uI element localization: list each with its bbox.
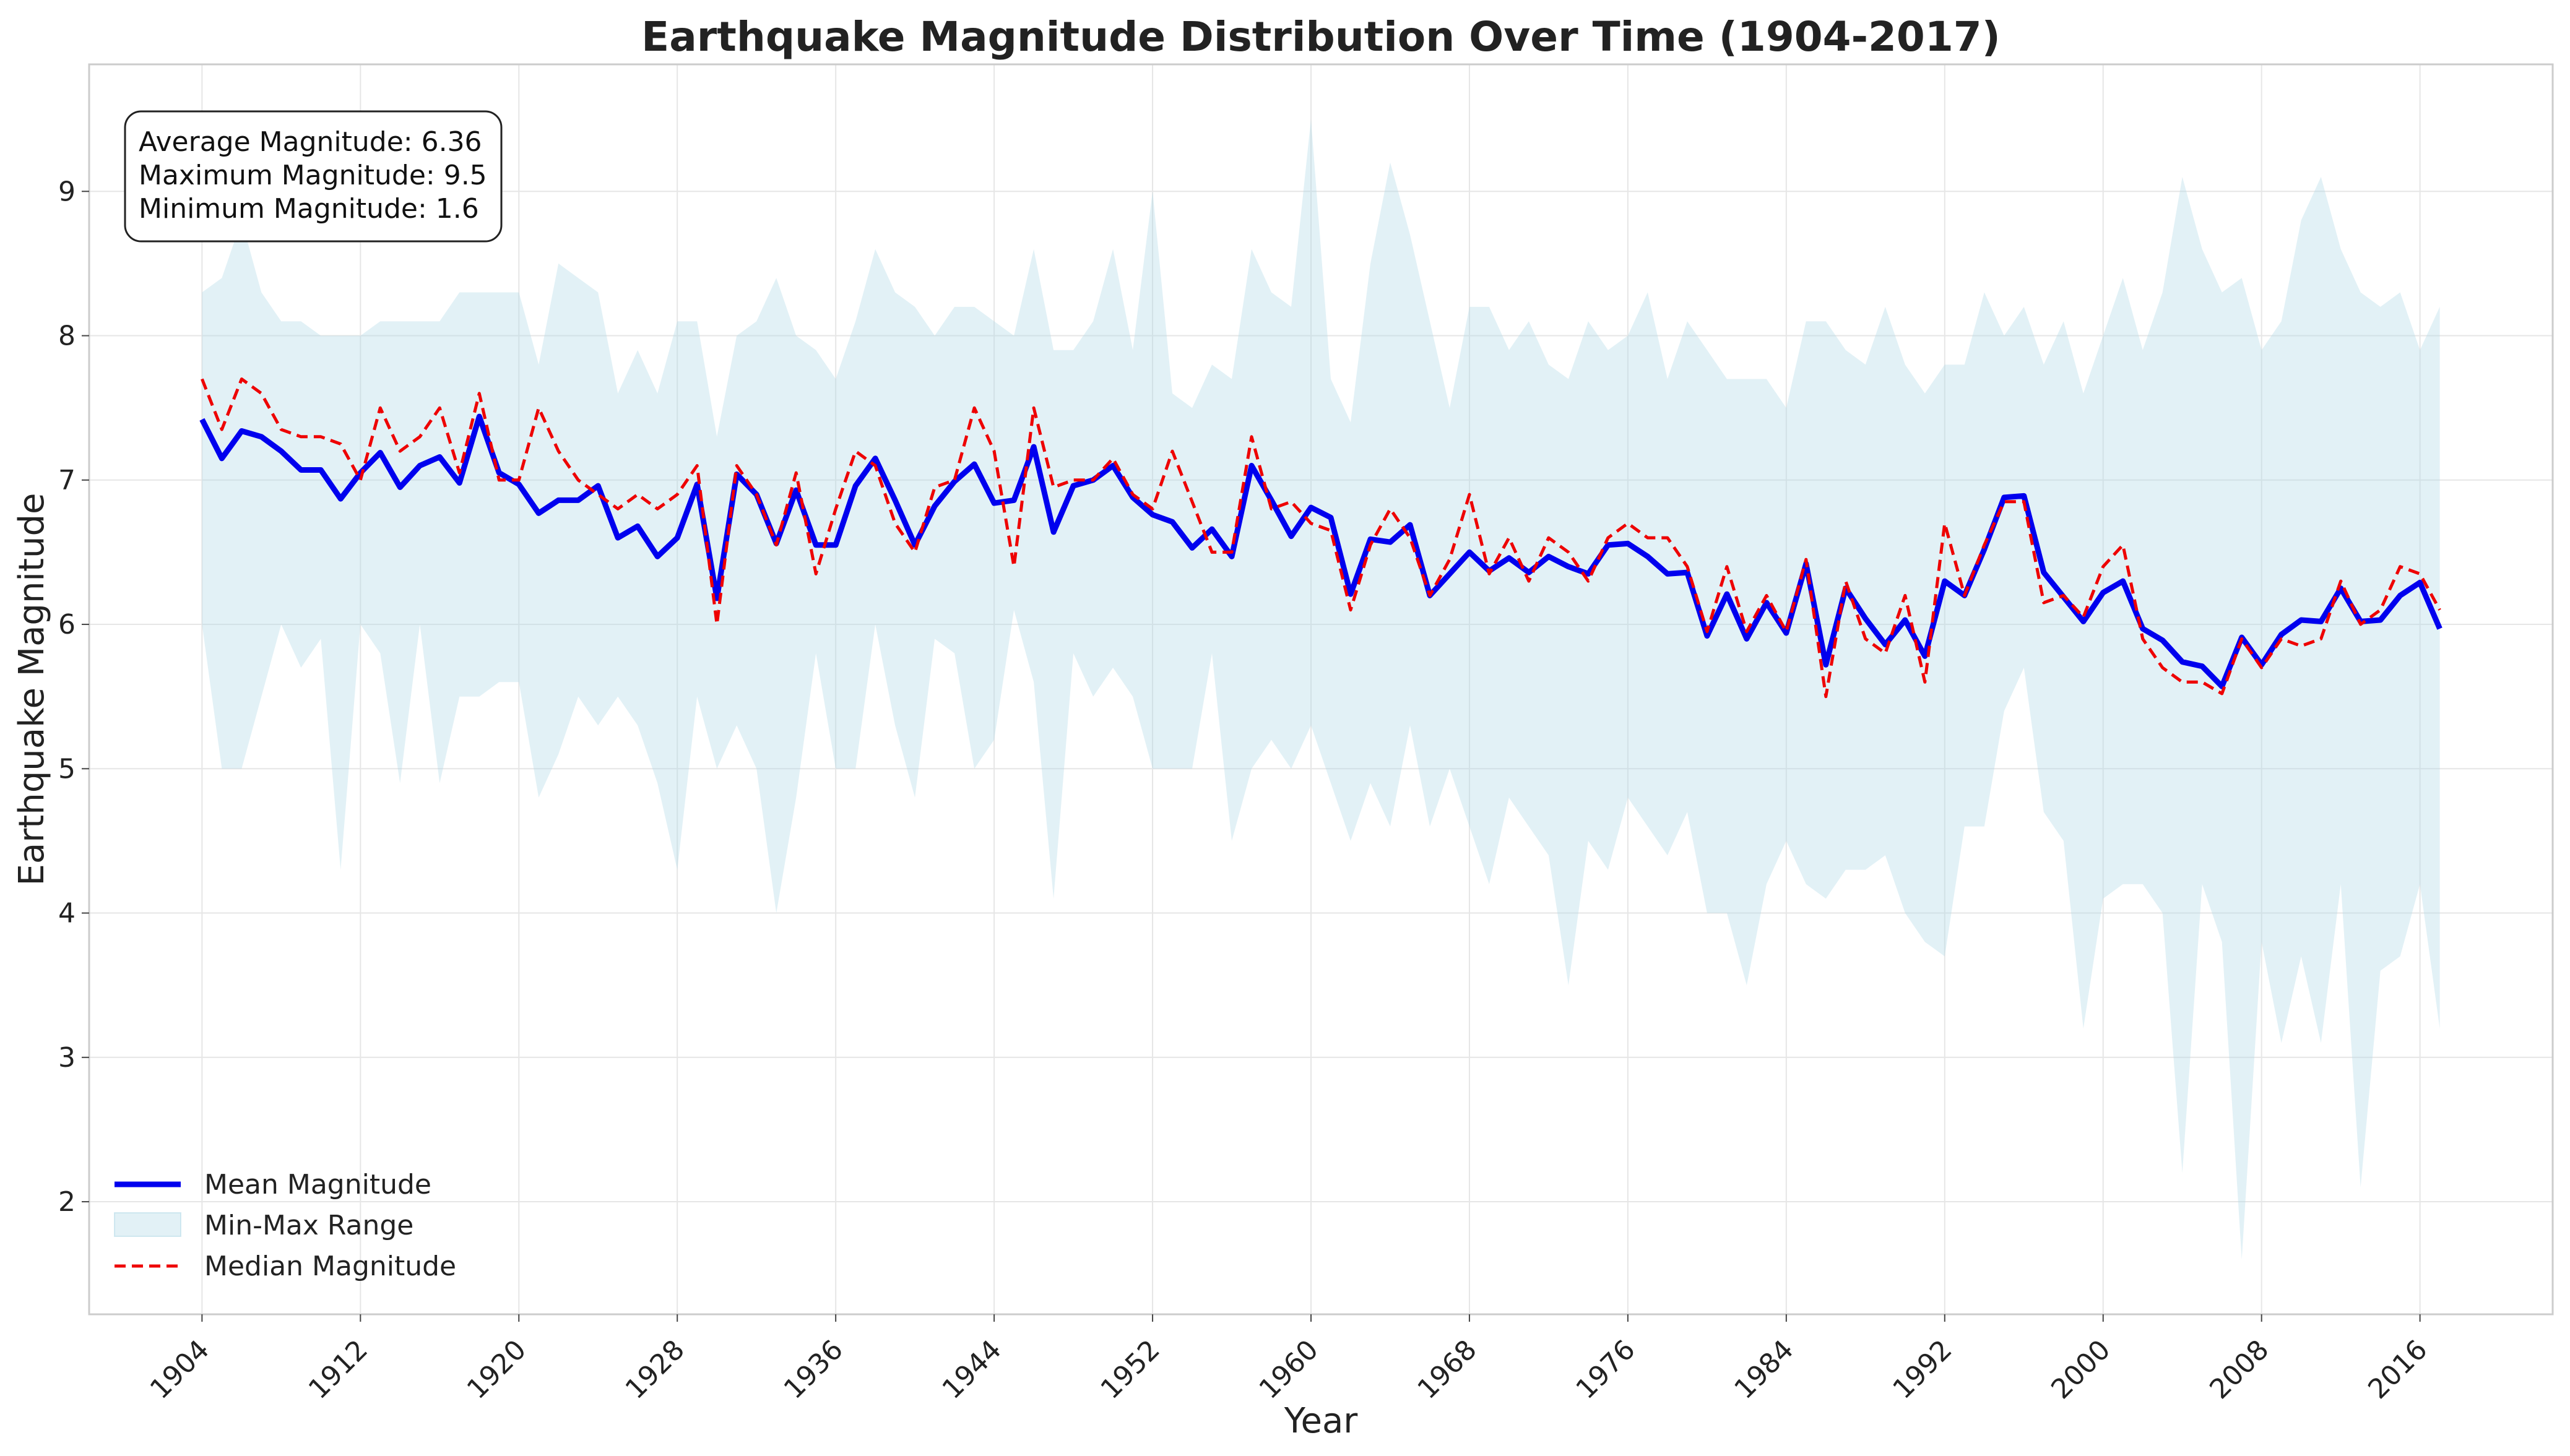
x-tick-label: 1984 bbox=[1728, 1334, 1799, 1405]
legend: Mean Magnitude Min-Max Range Median Magn… bbox=[114, 1169, 456, 1282]
y-axis-title: Earthquake Magnitude bbox=[12, 493, 52, 886]
x-tick-label: 1960 bbox=[1253, 1334, 1325, 1405]
x-tick-label: 1904 bbox=[144, 1334, 215, 1405]
stats-box: Average Magnitude: 6.36 Maximum Magnitud… bbox=[124, 110, 503, 243]
y-tick-label: 4 bbox=[58, 898, 76, 929]
chart-title: Earthquake Magnitude Distribution Over T… bbox=[641, 13, 2001, 61]
x-tick-label: 1968 bbox=[1411, 1334, 1482, 1405]
x-tick-label: 2016 bbox=[2362, 1334, 2433, 1405]
x-tick-label: 1928 bbox=[620, 1334, 691, 1405]
stats-maximum: Maximum Magnitude: 9.5 bbox=[139, 160, 487, 191]
y-tick-label: 9 bbox=[58, 176, 76, 207]
legend-mean-label: Mean Magnitude bbox=[204, 1169, 431, 1200]
min-max-range-area bbox=[202, 119, 2440, 1260]
median-magnitude-line bbox=[201, 377, 2441, 699]
plot-frame bbox=[88, 63, 2554, 1316]
x-tick-label: 2000 bbox=[2045, 1334, 2116, 1405]
y-tick-label: 5 bbox=[58, 753, 76, 785]
x-tick-label: 1920 bbox=[461, 1334, 532, 1405]
y-tick-label: 2 bbox=[58, 1186, 76, 1218]
x-tick-label: 1992 bbox=[1887, 1334, 1958, 1405]
stats-average: Average Magnitude: 6.36 bbox=[139, 126, 482, 158]
stats-box-frame bbox=[124, 110, 503, 243]
x-tick-label: 1944 bbox=[937, 1334, 1008, 1405]
legend-range-label: Min-Max Range bbox=[204, 1210, 413, 1241]
x-tick-label: 1976 bbox=[1570, 1334, 1641, 1405]
x-tick-label: 1936 bbox=[778, 1334, 849, 1405]
plot-background bbox=[89, 64, 2553, 1314]
x-axis-ticks: 1904 1912 1920 1928 1936 1944 1952 1960 1968 1976… bbox=[144, 1314, 2433, 1405]
y-tick-label: 7 bbox=[58, 465, 76, 496]
x-axis-title: Year bbox=[1284, 1401, 1359, 1441]
legend-median-label: Median Magnitude bbox=[204, 1251, 456, 1282]
y-tick-label: 3 bbox=[58, 1042, 76, 1074]
stats-minimum: Minimum Magnitude: 1.6 bbox=[139, 193, 479, 225]
y-tick-label: 6 bbox=[58, 609, 76, 640]
y-tick-label: 8 bbox=[58, 321, 76, 352]
x-tick-label: 1912 bbox=[303, 1334, 374, 1405]
x-tick-label: 2008 bbox=[2204, 1334, 2275, 1405]
x-tick-label: 1952 bbox=[1095, 1334, 1166, 1405]
legend-range-swatch bbox=[114, 1212, 181, 1237]
y-axis-ticks: 2 3 4 5 6 7 8 9 bbox=[58, 176, 89, 1218]
